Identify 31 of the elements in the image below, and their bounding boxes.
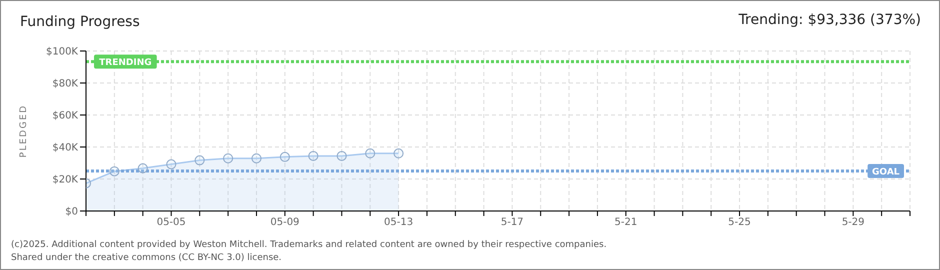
point xyxy=(280,152,290,162)
text: Shared under the creative commons (CC BY-NC 3.0) license. xyxy=(11,252,283,265)
text: (c)2025. Additional content provided by Weston Mitchell. Trademarks and related content are owned by their respective companies. xyxy=(11,239,607,252)
x-tick-label: 05-05 xyxy=(156,217,186,228)
y-tick-label: $0 xyxy=(65,206,78,218)
point xyxy=(194,155,205,166)
y-tick-label: $60K xyxy=(52,110,78,122)
chart-subtitle: Trending: $93,336 (373%) xyxy=(738,12,921,28)
x-tick-label: 5-17 xyxy=(500,217,524,228)
chart-title: Funding Progress xyxy=(20,14,140,30)
y-tick-label: $40K xyxy=(52,142,78,154)
x-tick-label: 05-13 xyxy=(384,217,414,228)
point xyxy=(394,148,404,158)
ref-line-label: TRENDING xyxy=(99,58,152,68)
y-tick-label: $100K xyxy=(46,46,78,58)
y-tick-label: $80K xyxy=(52,78,78,90)
point xyxy=(223,153,234,164)
x-tick-label: 5-21 xyxy=(614,217,638,228)
point xyxy=(166,159,176,170)
point xyxy=(251,153,262,164)
ref-line-label: GOAL xyxy=(872,168,900,178)
point xyxy=(308,150,318,161)
point xyxy=(365,148,376,158)
x-tick-label: 05-09 xyxy=(270,217,300,228)
x-tick-label: 5-25 xyxy=(728,217,751,228)
point xyxy=(336,150,347,161)
point xyxy=(109,166,120,176)
y-tick-label: $20K xyxy=(52,174,78,186)
point xyxy=(138,163,148,174)
x-tick-label: 5-29 xyxy=(842,217,865,228)
y-axis-title: PLEDGED xyxy=(19,104,30,158)
